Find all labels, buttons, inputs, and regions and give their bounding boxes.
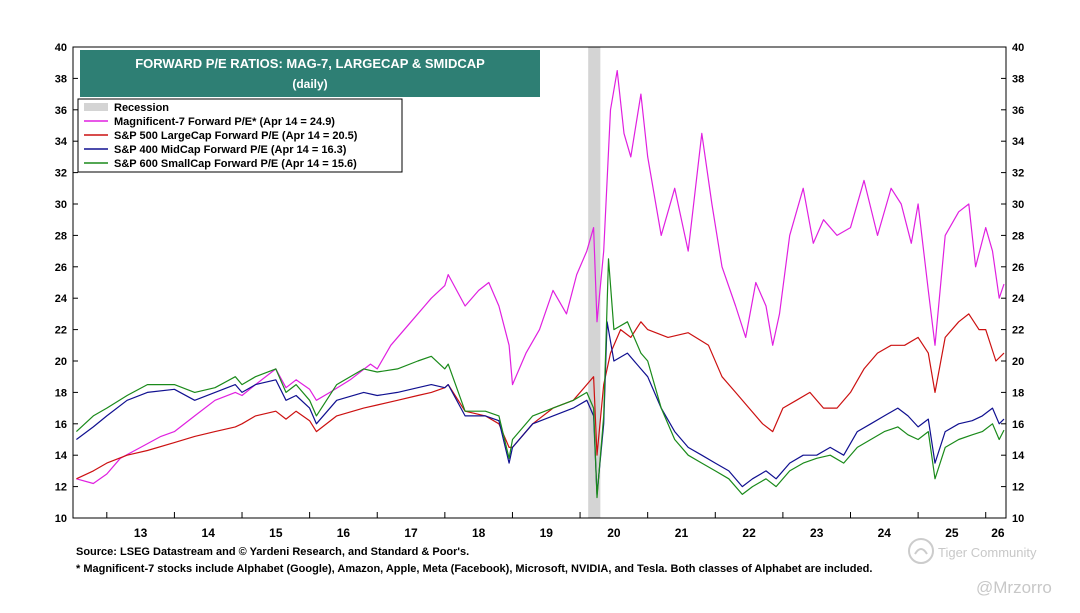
y-tick-label-right: 34 — [1012, 136, 1025, 148]
y-tick-label-right: 18 — [1012, 387, 1024, 399]
x-tick-label: 21 — [675, 526, 689, 540]
y-tick-label-left: 28 — [55, 230, 67, 242]
y-tick-label-left: 10 — [55, 513, 67, 525]
series-line-3 — [75, 258, 1005, 499]
title-box-bg — [80, 50, 540, 97]
y-tick-label-left: 12 — [55, 482, 67, 494]
series-line-1 — [76, 313, 1005, 480]
tiger-logo-icon — [908, 538, 934, 564]
y-tick-label-left: 18 — [55, 387, 67, 399]
y-tick-label-right: 28 — [1012, 230, 1024, 242]
x-tick-label: 26 — [991, 526, 1005, 540]
y-tick-label-left: 36 — [55, 105, 67, 117]
y-tick-label-left: 38 — [55, 73, 67, 85]
y-tick-label-right: 22 — [1012, 325, 1024, 337]
y-tick-label-left: 22 — [55, 325, 67, 337]
legend-label-recession: Recession — [114, 102, 169, 114]
legend: Recession Magnificent-7 Forward P/E* (Apr… — [77, 98, 403, 173]
x-tick-label: 22 — [742, 526, 756, 540]
y-tick-label-right: 10 — [1012, 513, 1024, 525]
footnote: * Magnificent-7 stocks include Alphabet … — [76, 563, 873, 575]
y-tick-label-left: 20 — [55, 356, 67, 368]
x-tick-label: 14 — [202, 526, 216, 540]
x-tick-label: 16 — [337, 526, 351, 540]
legend-swatch-recession — [84, 103, 108, 111]
y-tick-label-left: 16 — [55, 419, 67, 431]
y-tick-label-right: 14 — [1012, 450, 1025, 462]
y-tick-label-left: 26 — [55, 262, 67, 274]
chart: 10 10 12 12 14 14 16 16 18 18 20 20 22 22 24 24 26 26 28 28… — [55, 42, 1025, 540]
legend-box — [77, 98, 403, 173]
y-tick-label-right: 26 — [1012, 262, 1024, 274]
watermark-community: Tiger Community — [938, 545, 1037, 560]
y-tick-label-right: 12 — [1012, 482, 1024, 494]
legend-label-0: Magnificent-7 Forward P/E* (Apr 14 = 24.… — [114, 116, 335, 128]
y-tick-label-left: 24 — [55, 293, 68, 305]
x-tick-label: 18 — [472, 526, 486, 540]
chart-title: FORWARD P/E RATIOS: MAG-7, LARGECAP & SM… — [135, 56, 485, 71]
y-tick-label-right: 38 — [1012, 73, 1024, 85]
y-tick-label-right: 36 — [1012, 105, 1024, 117]
series-line-0 — [76, 69, 1005, 485]
series-line-2 — [76, 321, 1005, 495]
chart-subtitle: (daily) — [292, 77, 327, 91]
x-tick-label: 25 — [945, 526, 959, 540]
y-tick-label-right: 16 — [1012, 419, 1024, 431]
y-tick-label-left: 34 — [55, 136, 68, 148]
y-tick-label-right: 32 — [1012, 168, 1024, 180]
x-tick-label: 19 — [540, 526, 554, 540]
legend-label-1: S&P 500 LargeCap Forward P/E (Apr 14 = 2… — [114, 130, 358, 142]
y-tick-label-right: 30 — [1012, 199, 1024, 211]
y-tick-label-left: 32 — [55, 168, 67, 180]
plot-frame — [72, 46, 1007, 519]
y-tick-label-left: 40 — [55, 42, 67, 54]
recession-band — [588, 47, 601, 518]
y-tick-label-right: 40 — [1012, 42, 1024, 54]
y-tick-label-left: 14 — [55, 450, 68, 462]
x-tick-label: 24 — [878, 526, 892, 540]
x-tick-label: 15 — [269, 526, 283, 540]
x-tick-label: 17 — [404, 526, 418, 540]
y-tick-label-left: 30 — [55, 199, 67, 211]
y-tick-label-right: 20 — [1012, 356, 1024, 368]
x-tick-label: 23 — [810, 526, 824, 540]
x-tick-label: 20 — [607, 526, 621, 540]
legend-label-2: S&P 400 MidCap Forward P/E (Apr 14 = 16.… — [114, 144, 347, 156]
watermark-handle: @Mrzorro — [976, 578, 1052, 597]
x-tick-label: 13 — [134, 526, 148, 540]
y-tick-label-right: 24 — [1012, 293, 1025, 305]
source-note: Source: LSEG Datastream and © Yardeni Re… — [76, 546, 470, 558]
legend-label-3: S&P 600 SmallCap Forward P/E (Apr 14 = 1… — [114, 158, 357, 170]
chart-title-box: FORWARD P/E RATIOS: MAG-7, LARGECAP & SM… — [80, 50, 540, 97]
